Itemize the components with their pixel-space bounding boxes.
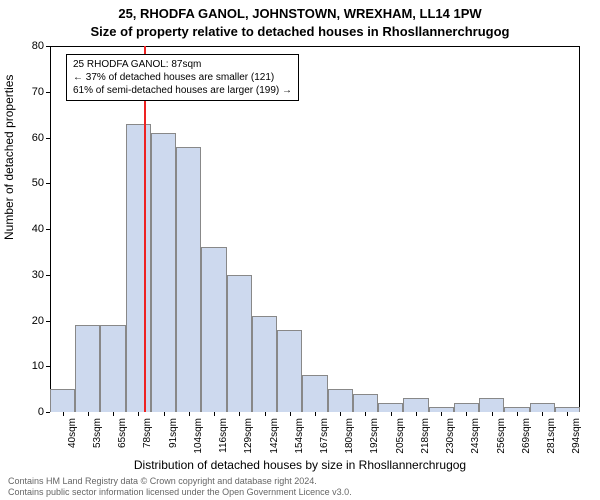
x-tick-label: 256sqm	[496, 418, 507, 454]
x-tick-mark	[239, 412, 240, 416]
x-tick-mark	[315, 412, 316, 416]
x-tick-mark	[340, 412, 341, 416]
x-tick-label: 91sqm	[168, 418, 179, 448]
x-tick-mark	[290, 412, 291, 416]
histogram-bar	[151, 133, 176, 412]
x-tick-mark	[466, 412, 467, 416]
chart-title-line2: Size of property relative to detached ho…	[0, 24, 600, 39]
histogram-bar	[530, 403, 555, 412]
y-tick-label: 60	[32, 132, 44, 144]
x-tick-label: 129sqm	[243, 418, 254, 454]
x-tick-label: 230sqm	[445, 418, 456, 454]
histogram-bar	[353, 394, 378, 412]
y-tick-mark	[46, 138, 50, 139]
annotation-line2: ← 37% of detached houses are smaller (12…	[73, 71, 292, 84]
x-tick-mark	[88, 412, 89, 416]
annotation-line3: 61% of semi-detached houses are larger (…	[73, 84, 292, 97]
x-tick-mark	[517, 412, 518, 416]
x-tick-mark	[441, 412, 442, 416]
x-tick-mark	[416, 412, 417, 416]
x-tick-mark	[542, 412, 543, 416]
x-tick-label: 180sqm	[344, 418, 355, 454]
y-tick-label: 70	[32, 86, 44, 98]
y-tick-label: 40	[32, 223, 44, 235]
x-tick-mark	[265, 412, 266, 416]
histogram-bar	[454, 403, 479, 412]
y-axis-line	[50, 46, 51, 412]
x-tick-label: 269sqm	[521, 418, 532, 454]
histogram-bar	[100, 325, 125, 412]
y-tick-label: 80	[32, 40, 44, 52]
histogram-bar	[252, 316, 277, 412]
histogram-bar	[75, 325, 100, 412]
x-tick-mark	[63, 412, 64, 416]
annotation-line1: 25 RHODFA GANOL: 87sqm	[73, 58, 292, 71]
histogram-bar	[328, 389, 353, 412]
histogram-bar	[479, 398, 504, 412]
x-tick-mark	[391, 412, 392, 416]
histogram-bar	[302, 375, 327, 412]
x-tick-label: 167sqm	[319, 418, 330, 454]
y-axis-label: Number of detached properties	[2, 75, 16, 240]
y-tick-mark	[46, 229, 50, 230]
x-tick-mark	[189, 412, 190, 416]
y-tick-mark	[46, 366, 50, 367]
x-tick-label: 281sqm	[546, 418, 557, 454]
x-tick-mark	[365, 412, 366, 416]
x-tick-mark	[138, 412, 139, 416]
histogram-bar	[277, 330, 302, 412]
y-tick-mark	[46, 46, 50, 47]
y-tick-label: 50	[32, 177, 44, 189]
histogram-bar	[403, 398, 428, 412]
x-tick-label: 294sqm	[571, 418, 582, 454]
x-tick-label: 142sqm	[269, 418, 280, 454]
histogram-bar	[50, 389, 75, 412]
x-tick-label: 65sqm	[117, 418, 128, 448]
x-tick-label: 192sqm	[369, 418, 380, 454]
y-tick-label: 0	[38, 406, 44, 418]
x-axis-label: Distribution of detached houses by size …	[0, 458, 600, 472]
histogram-bar	[227, 275, 252, 412]
y-tick-mark	[46, 92, 50, 93]
x-tick-mark	[164, 412, 165, 416]
plot-area: 0102030405060708040sqm53sqm65sqm78sqm91s…	[50, 46, 580, 412]
histogram-bar	[201, 247, 226, 412]
annotation-box: 25 RHODFA GANOL: 87sqm← 37% of detached …	[66, 54, 299, 101]
y-tick-label: 20	[32, 315, 44, 327]
x-tick-label: 104sqm	[193, 418, 204, 454]
x-tick-mark	[567, 412, 568, 416]
x-tick-label: 205sqm	[395, 418, 406, 454]
x-tick-label: 78sqm	[142, 418, 153, 448]
y-tick-mark	[46, 321, 50, 322]
top-axis-line	[50, 46, 580, 47]
chart-title-line1: 25, RHODFA GANOL, JOHNSTOWN, WREXHAM, LL…	[0, 6, 600, 21]
footer-line1: Contains HM Land Registry data © Crown c…	[8, 476, 352, 487]
x-tick-label: 116sqm	[218, 418, 229, 453]
x-tick-label: 53sqm	[92, 418, 103, 448]
x-tick-mark	[214, 412, 215, 416]
x-tick-label: 154sqm	[294, 418, 305, 454]
footer-line2: Contains public sector information licen…	[8, 487, 352, 498]
x-tick-label: 40sqm	[67, 418, 78, 448]
x-tick-label: 218sqm	[420, 418, 431, 454]
histogram-bar	[126, 124, 151, 412]
x-tick-mark	[492, 412, 493, 416]
x-tick-label: 243sqm	[470, 418, 481, 454]
footer-attribution: Contains HM Land Registry data © Crown c…	[8, 476, 352, 498]
histogram-bar	[176, 147, 201, 412]
y-tick-mark	[46, 412, 50, 413]
y-tick-mark	[46, 183, 50, 184]
histogram-bar	[378, 403, 403, 412]
right-axis-line	[579, 46, 580, 412]
y-tick-label: 30	[32, 269, 44, 281]
y-tick-label: 10	[32, 360, 44, 372]
y-tick-mark	[46, 275, 50, 276]
x-tick-mark	[113, 412, 114, 416]
